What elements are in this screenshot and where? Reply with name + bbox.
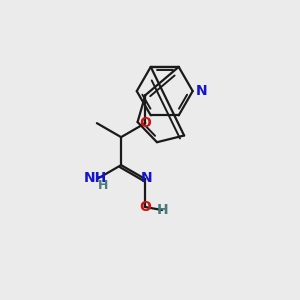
Text: O: O — [140, 116, 151, 130]
Text: N: N — [196, 84, 208, 98]
Text: O: O — [140, 200, 151, 214]
Text: N: N — [141, 171, 153, 185]
Text: NH: NH — [84, 171, 107, 185]
Text: H: H — [156, 203, 168, 217]
Text: H: H — [98, 179, 109, 192]
